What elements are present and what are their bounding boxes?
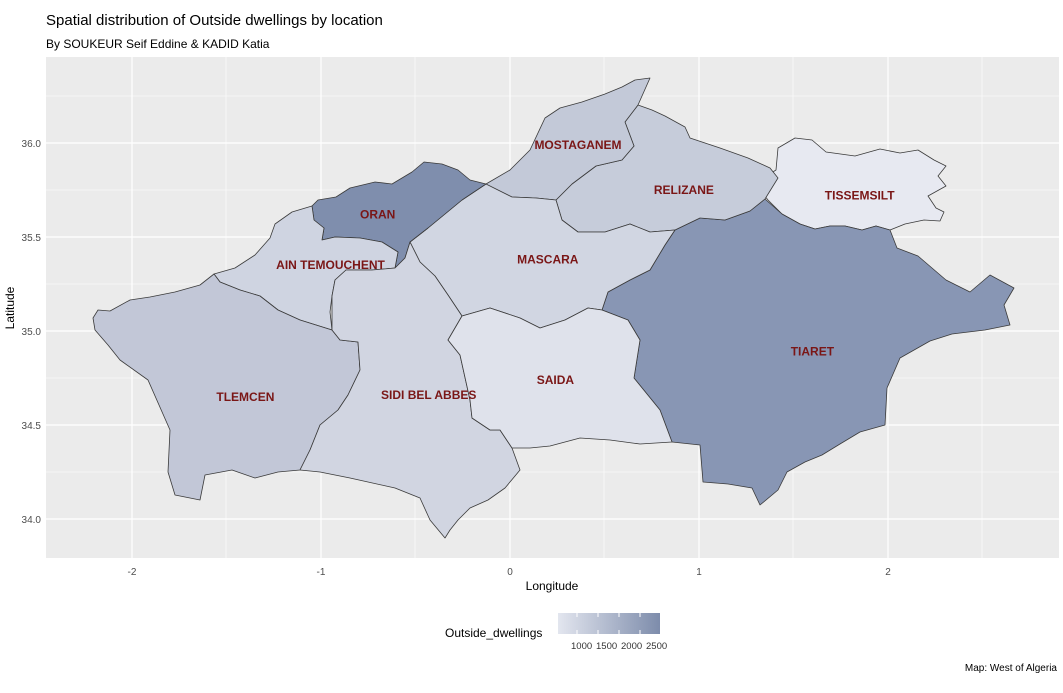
- region-label-tiaret: TIARET: [791, 345, 835, 359]
- y-tick-label: 35.5: [22, 233, 42, 244]
- x-tick-label: -1: [317, 567, 326, 578]
- region-label-saida: SAIDA: [537, 373, 575, 387]
- legend-title: Outside_dwellings: [445, 626, 542, 640]
- region-label-oran: ORAN: [360, 207, 395, 221]
- regions: [92, 77, 1015, 539]
- region-label-sidi-bel-abbes: SIDI BEL ABBES: [381, 388, 476, 402]
- y-tick-label: 35.0: [22, 327, 42, 338]
- region-saida[interactable]: [447, 307, 673, 449]
- region-label-ain-temouchent: AIN TEMOUCHENT: [276, 258, 385, 272]
- map-caption: Map: West of Algeria: [964, 663, 1057, 674]
- region-label-mascara: MASCARA: [517, 253, 579, 267]
- region-sidi-bel-abbes[interactable]: [299, 241, 521, 539]
- legend-tick-label: 2000: [621, 641, 642, 652]
- y-tick-label: 34.5: [22, 421, 42, 432]
- legend-tick-label: 2500: [646, 641, 667, 652]
- x-tick-label: -2: [128, 567, 137, 578]
- x-tick-label: 1: [696, 567, 702, 578]
- y-axis: 36.0 35.5 35.0 34.5 34.0 Latitude: [3, 139, 41, 526]
- legend-tick-label: 1000: [571, 641, 592, 652]
- region-label-tissemsilt: TISSEMSILT: [825, 189, 895, 203]
- x-tick-label: 0: [507, 567, 513, 578]
- map-title: Spatial distribution of Outside dwelling…: [46, 12, 383, 29]
- x-tick-label: 2: [885, 567, 891, 578]
- legend-tick-label: 1500: [596, 641, 617, 652]
- y-axis-title: Latitude: [3, 286, 17, 329]
- x-axis: -2 -1 0 1 2 Longitude: [128, 567, 892, 593]
- map-subtitle: By SOUKEUR Seif Eddine & KADID Katia: [46, 37, 270, 51]
- region-labels: ORAN AIN TEMOUCHENT MOSTAGANEM RELIZANE TISS…: [216, 138, 895, 404]
- legend-colorbar: [558, 613, 660, 634]
- region-label-mostaganem: MOSTAGANEM: [534, 138, 621, 152]
- legend: Outside_dwellings 1000 1500 2000 2500: [445, 613, 667, 652]
- y-tick-label: 34.0: [22, 515, 42, 526]
- x-axis-title: Longitude: [526, 579, 579, 593]
- y-tick-label: 36.0: [22, 139, 42, 150]
- region-label-relizane: RELIZANE: [654, 183, 714, 197]
- region-label-tlemcen: TLEMCEN: [216, 390, 274, 404]
- legend-ticks: [576, 613, 641, 634]
